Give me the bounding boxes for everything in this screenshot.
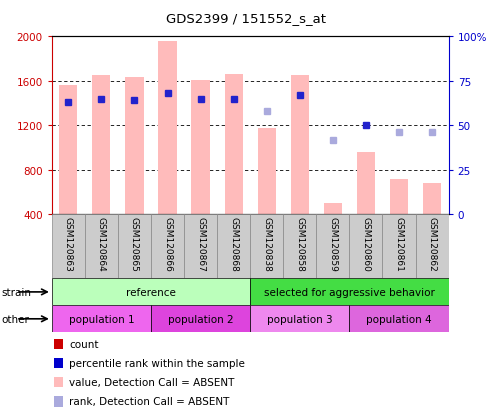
- Text: GSM120860: GSM120860: [361, 217, 370, 271]
- Text: percentile rank within the sample: percentile rank within the sample: [69, 358, 245, 368]
- Bar: [350, 215, 383, 279]
- Bar: [350, 306, 449, 332]
- Text: count: count: [69, 339, 99, 349]
- Bar: [225, 75, 243, 215]
- Text: GSM120865: GSM120865: [130, 217, 139, 271]
- Bar: [151, 306, 250, 332]
- Text: GDS2399 / 151552_s_at: GDS2399 / 151552_s_at: [167, 12, 326, 24]
- Text: GSM120863: GSM120863: [64, 217, 73, 271]
- Text: GSM120864: GSM120864: [97, 217, 106, 271]
- Text: population 2: population 2: [168, 314, 233, 324]
- Text: other: other: [1, 314, 30, 324]
- Bar: [125, 78, 143, 215]
- Bar: [258, 129, 276, 215]
- Text: strain: strain: [1, 287, 32, 297]
- Text: GSM120859: GSM120859: [328, 217, 337, 271]
- Bar: [390, 179, 408, 215]
- Bar: [52, 215, 85, 279]
- Bar: [118, 215, 151, 279]
- Bar: [250, 306, 350, 332]
- Bar: [416, 215, 449, 279]
- Text: GSM120862: GSM120862: [427, 217, 437, 271]
- Text: GSM120838: GSM120838: [262, 217, 271, 271]
- Bar: [184, 215, 217, 279]
- Bar: [423, 184, 441, 215]
- Bar: [357, 153, 375, 215]
- Text: selected for aggressive behavior: selected for aggressive behavior: [264, 287, 435, 297]
- Text: reference: reference: [126, 287, 176, 297]
- Bar: [85, 215, 118, 279]
- Text: population 4: population 4: [366, 314, 432, 324]
- Text: GSM120868: GSM120868: [229, 217, 238, 271]
- Bar: [317, 215, 350, 279]
- Bar: [52, 306, 151, 332]
- Bar: [324, 204, 342, 215]
- Text: GSM120867: GSM120867: [196, 217, 205, 271]
- Bar: [291, 76, 309, 215]
- Bar: [92, 76, 110, 215]
- Text: value, Detection Call = ABSENT: value, Detection Call = ABSENT: [69, 377, 234, 387]
- Text: rank, Detection Call = ABSENT: rank, Detection Call = ABSENT: [69, 396, 229, 406]
- Text: population 1: population 1: [69, 314, 134, 324]
- Bar: [52, 279, 250, 306]
- Text: GSM120858: GSM120858: [295, 217, 304, 271]
- Bar: [383, 215, 416, 279]
- Bar: [158, 42, 176, 215]
- Bar: [217, 215, 250, 279]
- Text: population 3: population 3: [267, 314, 333, 324]
- Text: GSM120861: GSM120861: [394, 217, 404, 271]
- Bar: [250, 215, 283, 279]
- Bar: [59, 86, 77, 215]
- Bar: [151, 215, 184, 279]
- Bar: [191, 81, 210, 215]
- Text: GSM120866: GSM120866: [163, 217, 172, 271]
- Bar: [250, 279, 449, 306]
- Bar: [283, 215, 317, 279]
